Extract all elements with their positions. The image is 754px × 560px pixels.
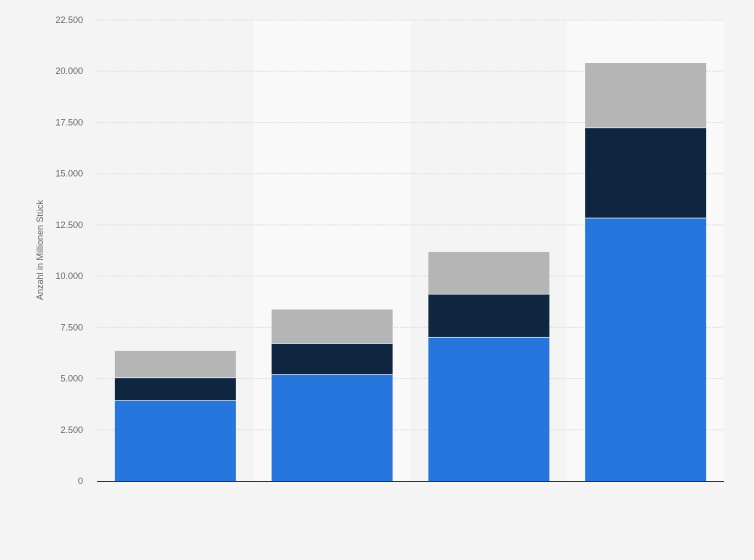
bar-segment-series-2-cat-1 — [114, 377, 236, 401]
bar-segment-series-2-cat-3 — [428, 293, 550, 337]
bar-segment-series-3-cat-1 — [114, 350, 236, 378]
y-tick-label: 5.000 — [60, 374, 83, 384]
y-tick-label: 20.000 — [55, 66, 83, 76]
y-tick-label: 12.500 — [55, 220, 83, 230]
y-tick-label: 22.500 — [55, 15, 83, 25]
bar-segment-series-1-cat-4 — [585, 217, 707, 481]
bar-segment-series-3-cat-2 — [271, 309, 393, 344]
y-tick-label: 0 — [78, 476, 83, 486]
y-tick-label: 15.000 — [55, 169, 83, 179]
bar-segment-series-3-cat-3 — [428, 251, 550, 294]
y-tick-label: 17.500 — [55, 117, 83, 127]
bar-segment-series-2-cat-2 — [271, 343, 393, 375]
y-tick-label: 2.500 — [60, 425, 83, 435]
bar-segment-series-1-cat-2 — [271, 374, 393, 481]
bar-segment-series-2-cat-4 — [585, 127, 707, 218]
bar-segment-series-1-cat-3 — [428, 336, 550, 481]
y-axis-title: Anzahl in Millionen Stück — [35, 199, 45, 300]
bar-segment-series-3-cat-4 — [585, 63, 707, 128]
y-tick-label: 10.000 — [55, 271, 83, 281]
y-axis-tick-labels: 0 2.500 5.000 7.500 10.000 12.500 15.000 17.500… — [55, 15, 83, 486]
bar-series — [114, 63, 707, 481]
y-tick-label: 7.500 — [60, 322, 83, 332]
bar-segment-series-1-cat-1 — [114, 400, 236, 481]
